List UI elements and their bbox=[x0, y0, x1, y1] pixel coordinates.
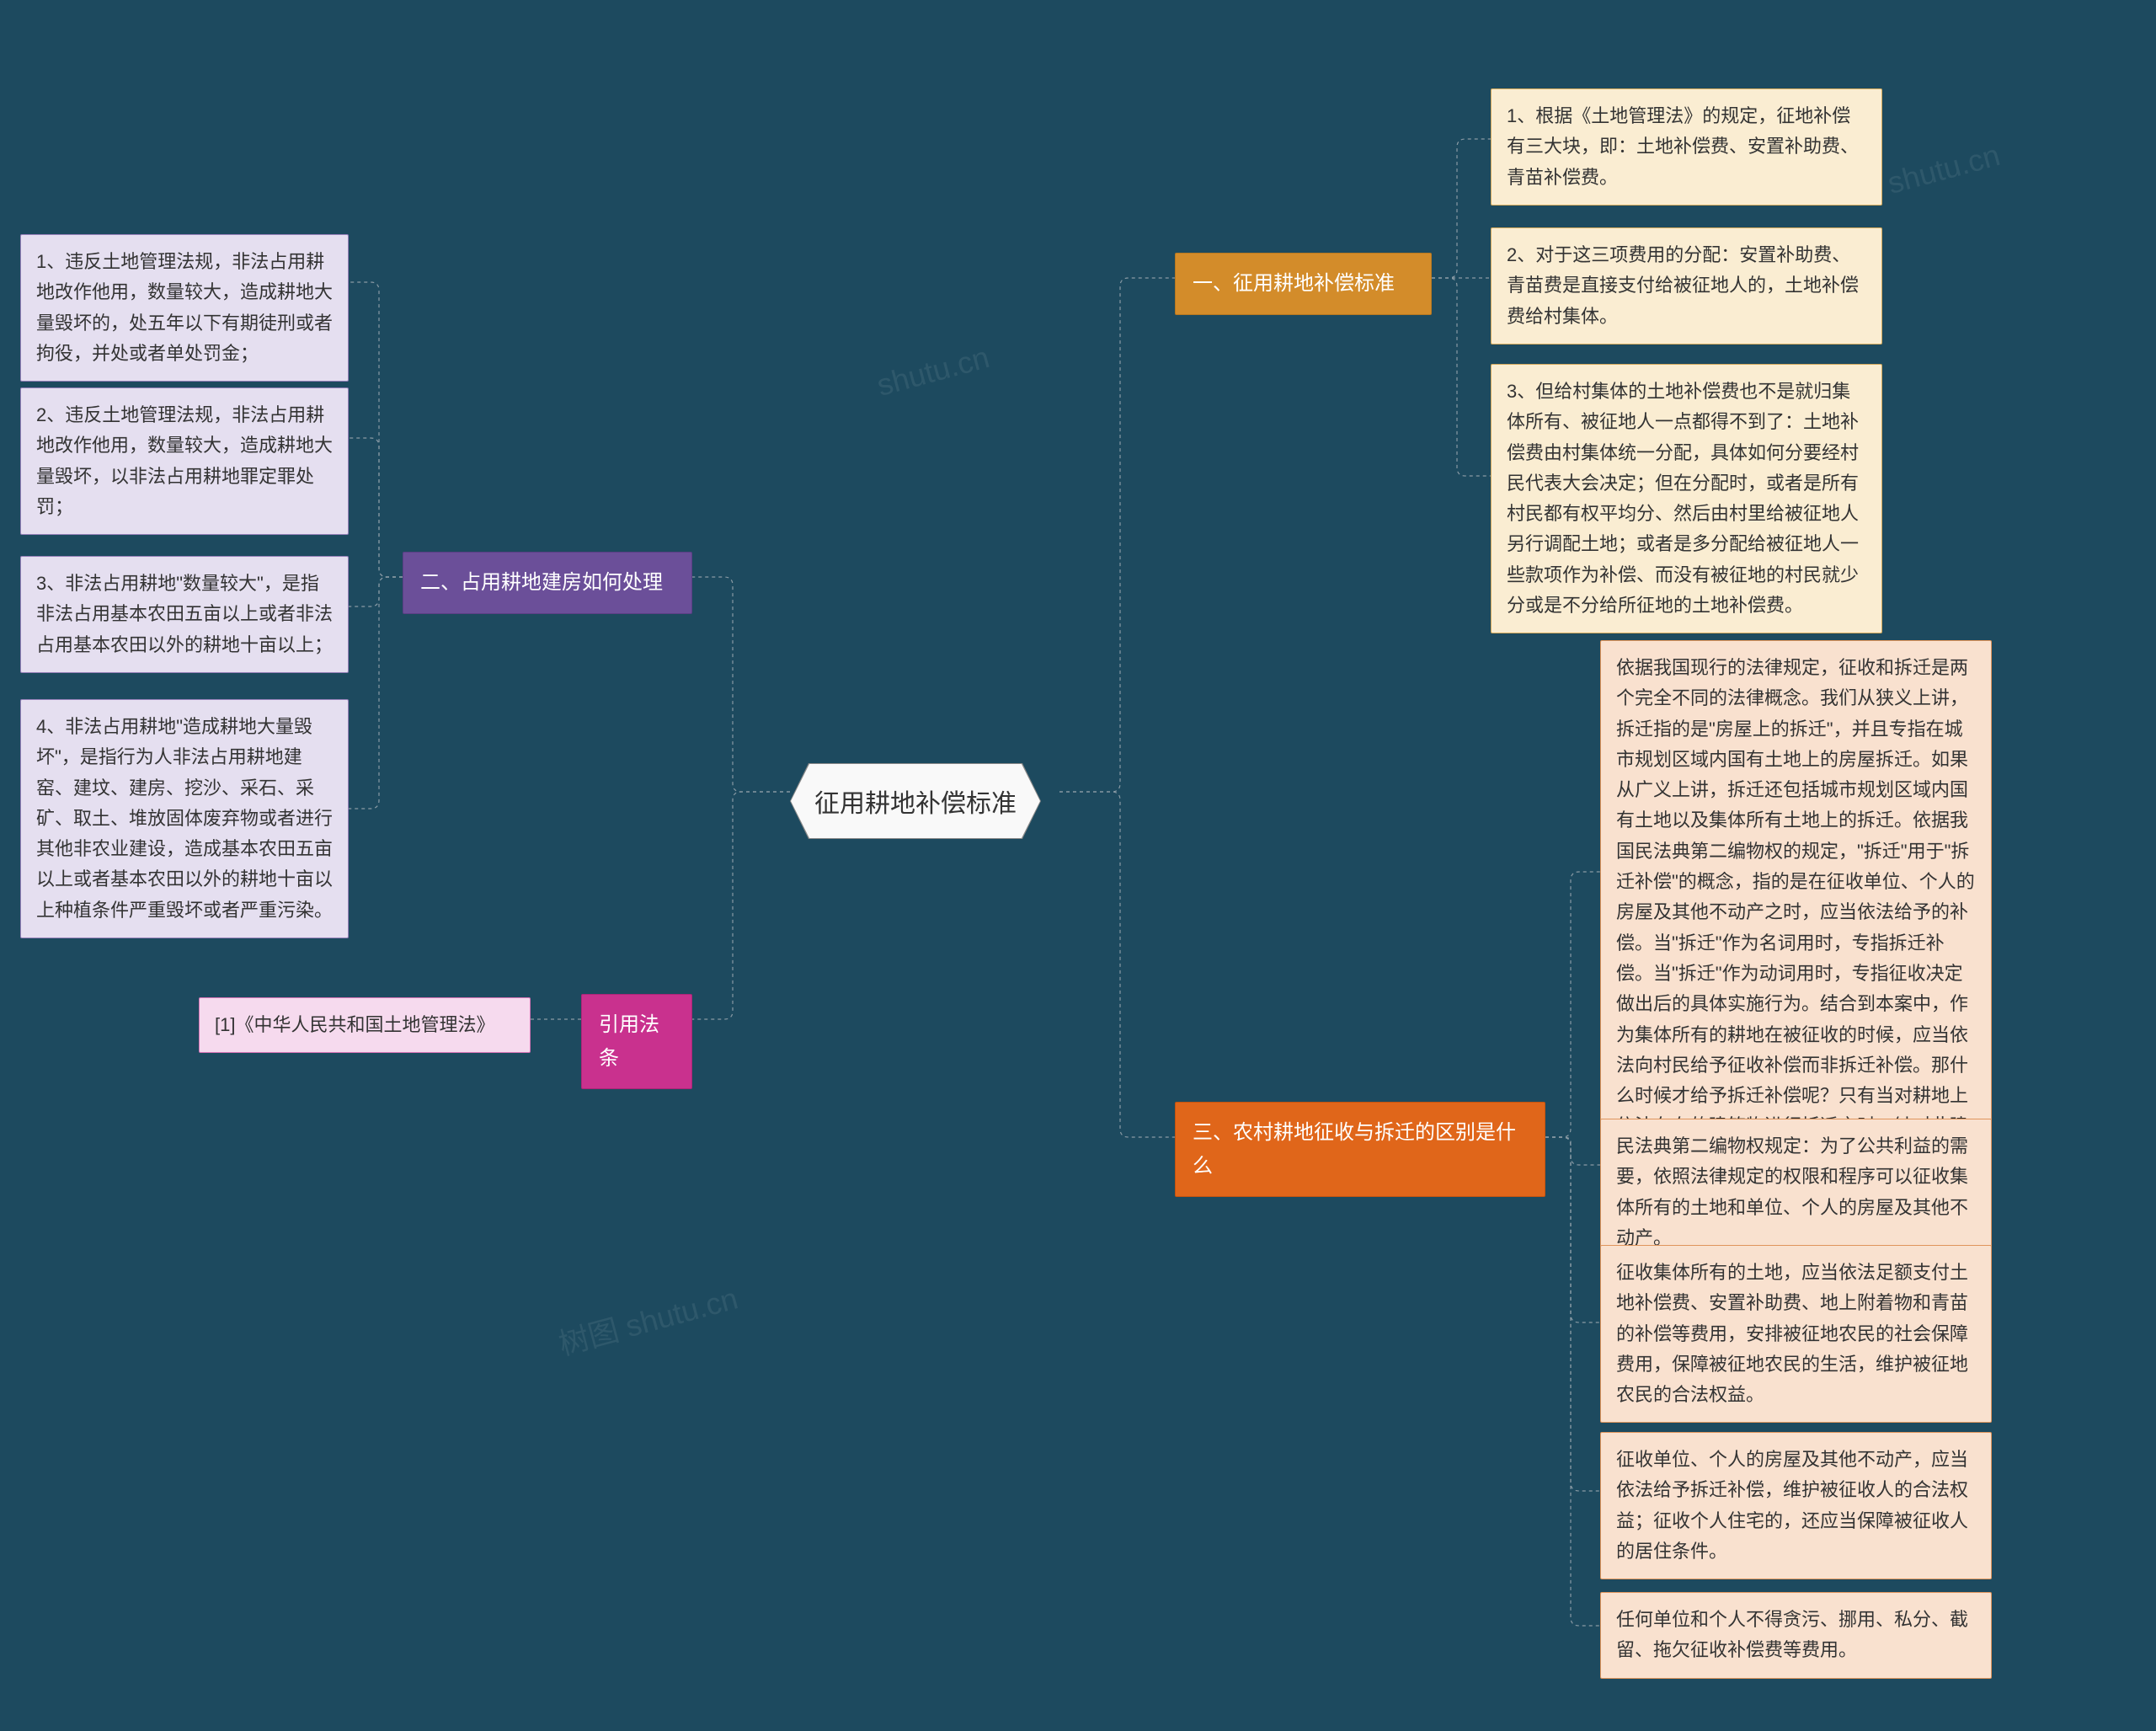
category-law-reference: 引用法条 bbox=[581, 994, 692, 1089]
leaf-c3-5: 任何单位和个人不得贪污、挪用、私分、截留、拖欠征收补偿费等费用。 bbox=[1600, 1592, 1992, 1679]
category-difference: 三、农村耕地征收与拆迁的区别是什么 bbox=[1175, 1102, 1545, 1197]
leaf-c1-1: 1、根据《土地管理法》的规定，征地补偿有三大块，即：土地补偿费、安置补助费、青苗… bbox=[1491, 88, 1882, 206]
leaf-c3-4: 征收单位、个人的房屋及其他不动产，应当依法给予拆迁补偿，维护被征收人的合法权益；… bbox=[1600, 1432, 1992, 1579]
watermark: shutu.cn bbox=[873, 339, 993, 403]
category-compensation-standard: 一、征用耕地补偿标准 bbox=[1175, 253, 1432, 315]
leaf-c1-3: 3、但给村集体的土地补偿费也不是就归集体所有、被征地人一点都得不到了：土地补偿费… bbox=[1491, 364, 1882, 633]
leaf-c2-3: 3、非法占用耕地"数量较大"，是指非法占用基本农田五亩以上或者非法占用基本农田以… bbox=[20, 556, 349, 673]
watermark: shutu.cn bbox=[1884, 137, 2004, 201]
leaf-c4-1: [1]《中华人民共和国土地管理法》 bbox=[199, 997, 531, 1053]
leaf-c1-2: 2、对于这三项费用的分配：安置补助费、青苗费是直接支付给被征地人的，土地补偿费给… bbox=[1491, 227, 1882, 345]
leaf-c3-1: 依据我国现行的法律规定，征收和拆迁是两个完全不同的法律概念。我们从狭义上讲，拆迁… bbox=[1600, 640, 1992, 1185]
leaf-c2-4: 4、非法占用耕地"造成耕地大量毁坏"，是指行为人非法占用耕地建窑、建坟、建房、挖… bbox=[20, 699, 349, 938]
leaf-c2-1: 1、违反土地管理法规，非法占用耕地改作他用，数量较大，造成耕地大量毁坏的，处五年… bbox=[20, 234, 349, 382]
root-node-wrap: 征用耕地补偿标准 bbox=[790, 763, 1041, 839]
watermark: 树图 shutu.cn bbox=[553, 1274, 742, 1365]
root-node: 征用耕地补偿标准 bbox=[791, 764, 1040, 838]
leaf-c3-3: 征收集体所有的土地，应当依法足额支付土地补偿费、安置补助费、地上附着物和青苗的补… bbox=[1600, 1245, 1992, 1423]
category-occupy-land: 二、占用耕地建房如何处理 bbox=[403, 552, 692, 614]
leaf-c3-2: 民法典第二编物权规定：为了公共利益的需要，依照法律规定的权限和程序可以征收集体所… bbox=[1600, 1119, 1992, 1266]
leaf-c2-2: 2、违反土地管理法规，非法占用耕地改作他用，数量较大，造成耕地大量毁坏，以非法占… bbox=[20, 387, 349, 535]
